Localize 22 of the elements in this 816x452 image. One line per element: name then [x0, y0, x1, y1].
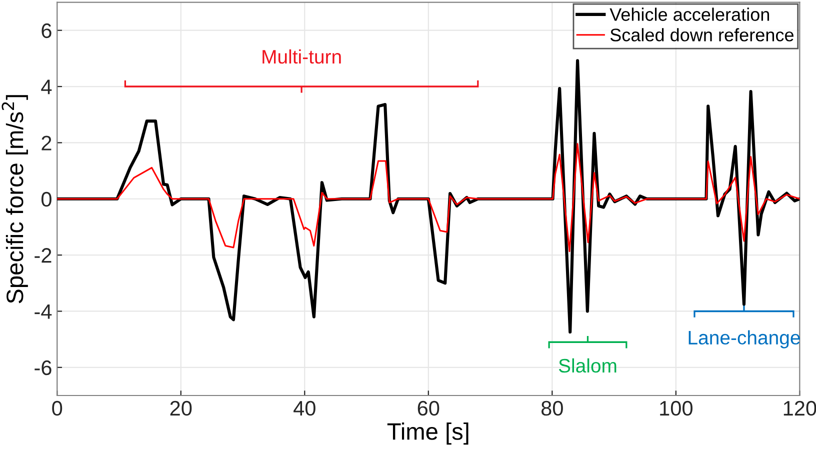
- annotation: Slalom: [558, 358, 616, 373]
- annotation: Multi-turn: [262, 49, 341, 64]
- y-tick-label: -2: [34, 248, 52, 263]
- x-tick-label: 0: [52, 400, 62, 416]
- annotation: Lane-change: [688, 330, 800, 348]
- x-tick-label: 80: [541, 400, 563, 416]
- y-tick-label: -4: [34, 304, 52, 319]
- legend-label: Scaled down reference: [610, 28, 794, 42]
- line-series: [57, 143, 800, 252]
- y-tick-label: 6: [42, 23, 52, 38]
- x-tick-label: 20: [170, 400, 192, 416]
- y-axis-title: Specific force [m/s$^{2}$]: [2, 95, 28, 304]
- legend-label: Vehicle acceleration: [610, 8, 770, 21]
- x-tick-label: 60: [418, 400, 440, 416]
- y-tick-label: 0: [41, 192, 52, 207]
- x-tick-label: 120: [784, 400, 816, 416]
- x-tick-label: 100: [660, 400, 692, 416]
- y-tick-label: 4: [41, 80, 52, 94]
- y-tick-label: -6: [34, 360, 52, 376]
- x-axis-title: Time [s]: [387, 422, 468, 445]
- x-tick-label: 40: [294, 400, 316, 416]
- y-tick-label: 2: [42, 136, 52, 150]
